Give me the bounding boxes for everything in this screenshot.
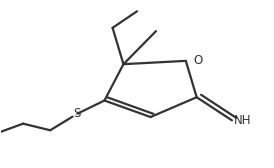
Text: O: O	[193, 54, 203, 67]
Text: S: S	[74, 107, 81, 120]
Text: NH: NH	[233, 114, 251, 127]
